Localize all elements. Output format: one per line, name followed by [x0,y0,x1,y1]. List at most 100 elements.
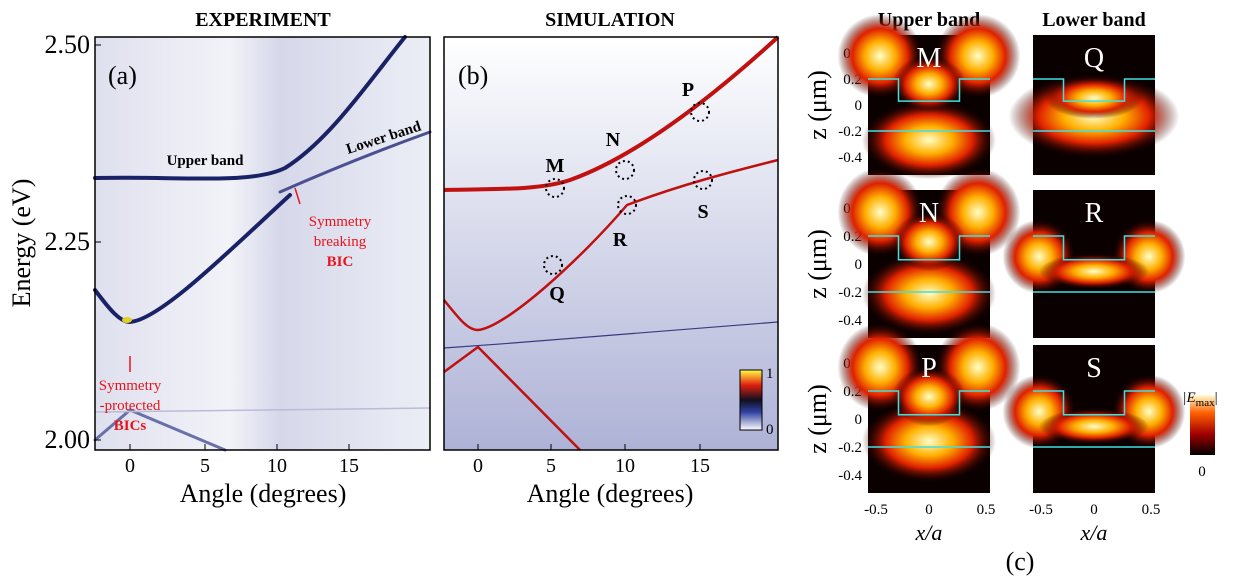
field-intensity [1039,253,1149,290]
y-tick-label: -0.2 [838,124,862,140]
x-tick-label: 0.5 [1142,502,1161,518]
point-label: S [697,201,708,223]
annotation-group: Symmetry breaking BIC Symmetry -protected BIC… [99,214,372,434]
x-tick-label: 0.5 [977,502,996,518]
colorbar-label-sub: max [1196,397,1215,409]
y-axis-label: Energy (eV) [7,179,36,308]
y-tick-label: 2.50 [45,30,91,59]
x-tick-label: 0 [1090,502,1098,518]
point-label: M [546,155,565,177]
x-tick-label: 15 [690,455,710,477]
colorbar-label: |Emax| [1182,390,1217,409]
colorbar-label: 0 [1198,464,1206,480]
colorbar-label: 1 [766,366,774,382]
simulation-bands [443,35,780,451]
x-tick-label: 5 [200,455,210,477]
y-tick-label: -0.4 [838,150,862,166]
annotation: BIC [327,254,354,270]
annotation: Upper band [167,153,244,169]
arrow [294,187,301,205]
point-marker [543,255,563,275]
y-axis-label: z (μm) [803,229,832,299]
colorbar [739,369,763,431]
point-marker [615,160,635,180]
x-tick-label: 0 [473,455,483,477]
point-marker [690,102,710,122]
field-map: M [837,14,1021,180]
panel-label: (b) [458,61,488,90]
panel-title: SIMULATION [545,9,675,31]
field-intensity [1039,408,1149,445]
points: M N P Q R S [543,79,713,305]
field-intensity [861,100,997,180]
y-tick-label: 0 [855,257,863,273]
x-axis-label: x/a [915,520,943,545]
y-tick-label: -0.4 [838,313,862,329]
x-tick-label: -0.5 [864,502,888,518]
y-axis-label: z (μm) [803,384,832,454]
x-axis-label: Angle (degrees) [527,479,694,508]
map-label: P [921,353,937,384]
x-axis-label: x/a [1080,520,1108,545]
panel-title: EXPERIMENT [195,9,331,31]
map-label: Q [1084,43,1104,74]
annotation: breaking [314,234,367,250]
point-label: P [682,79,694,101]
point-marker [545,178,565,198]
structure-outline [868,390,990,448]
field-intensity [861,252,997,336]
structure-outline [1033,235,1155,293]
y-axis-label: z (μm) [803,70,832,140]
experiment-image [95,37,430,450]
field-intensity [892,56,966,112]
structure-outline [868,78,990,132]
structure-outline [1033,78,1155,132]
field-map: P [837,322,1021,493]
map-label: S [1086,353,1102,384]
x-tick-label: 0 [125,455,135,477]
x-tick-label: 10 [267,455,287,477]
panel-label: (c) [1006,547,1035,576]
y-tick-label: 2.00 [45,425,91,454]
y-tick-label: 2.25 [45,227,91,256]
y-tick-label: -0.2 [838,285,862,301]
field-intensity [861,399,997,483]
column-header: Lower band [1042,9,1146,31]
x-tick-label: 0 [925,502,933,518]
field-map: R [1002,190,1186,338]
x-tick-label: 5 [546,455,556,477]
field-map: Q [1008,35,1180,175]
plot-frame [443,36,779,451]
y-tick-label: 0 [855,412,863,428]
point-label: Q [549,283,565,305]
point-label: N [606,129,621,151]
annotation: BICs [114,418,147,434]
colorbar-label-main: |E [1182,390,1195,406]
experiment-bands [93,35,432,452]
structure-outline [868,235,990,293]
map-label: R [1085,198,1104,229]
annotation: -protected [100,398,161,414]
field-intensity [1045,77,1143,119]
colorbar-label-end: | [1215,390,1218,406]
annotation: Symmetry [99,378,162,394]
plot-frame [94,36,431,451]
field-map: S [1002,345,1186,493]
field-intensity [892,212,966,272]
x-tick-label: -0.5 [1029,502,1053,518]
field-map: N [837,167,1021,338]
x-tick-label: 15 [339,455,359,477]
colorbar [1190,395,1215,455]
structure-outline [1033,390,1155,448]
x-axis-label: Angle (degrees) [180,479,347,508]
point-label: R [613,229,628,251]
ticks: 2.50 2.25 2.00 0 5 10 15 0 5 10 15 [45,30,711,477]
simulation-image [444,37,778,450]
map-label: M [917,43,942,74]
annotation: Symmetry [309,214,372,230]
y-tick-label: -0.2 [838,440,862,456]
point-marker [693,170,713,190]
panel-label: (a) [108,61,137,90]
